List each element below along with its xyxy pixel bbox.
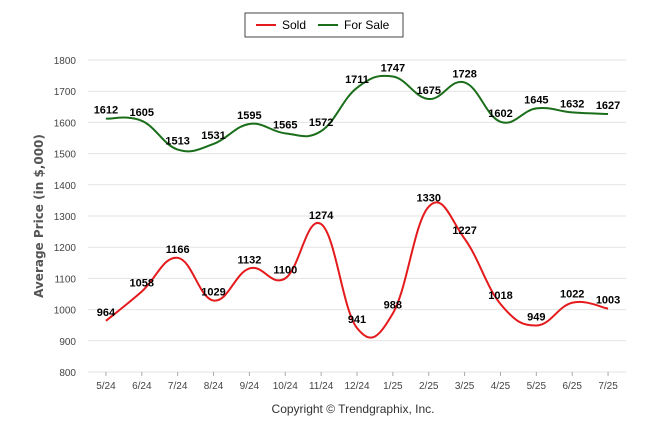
legend-label-for-sale: For Sale [344, 18, 390, 32]
data-label-for-sale: 1513 [165, 136, 189, 148]
y-axis-ticks: 800 900 1000 1100 1200 1300 1400 1500 1600 1700 18… [54, 56, 77, 379]
data-label-for-sale: 1645 [524, 94, 548, 106]
data-label-sold: 1274 [309, 210, 334, 222]
data-label-sold: 1018 [488, 290, 512, 302]
x-tick-label: 4/25 [491, 381, 511, 392]
data-label-sold: 988 [384, 299, 402, 311]
y-tick-label: 1700 [54, 87, 77, 98]
x-tick-label: 3/25 [455, 381, 475, 392]
y-axis-label: Average Price (in $,000) [32, 134, 46, 298]
y-tick-label: 1000 [54, 306, 77, 317]
x-tick-label: 5/24 [96, 381, 116, 392]
data-label-sold: 1166 [166, 244, 190, 256]
data-label-for-sale: 1565 [273, 119, 297, 131]
data-label-sold: 1100 [273, 264, 297, 276]
data-label-sold: 1003 [596, 295, 620, 307]
data-label-sold: 1022 [560, 289, 584, 301]
series-lines [105, 74, 609, 339]
x-tick-label: 2/25 [419, 381, 439, 392]
legend: Sold For Sale [244, 12, 404, 38]
data-label-sold: 941 [348, 314, 366, 326]
data-labels: 964 1058 1166 1029 1132 1100 1274 941 988 1330 122… [94, 63, 621, 326]
grid [88, 59, 626, 373]
series-line-sold [105, 201, 609, 339]
data-label-for-sale: 1711 [345, 74, 369, 86]
x-tick-label: 6/24 [132, 381, 152, 392]
x-tick-label: 7/24 [168, 381, 188, 392]
x-tick-label: 7/25 [598, 381, 618, 392]
y-tick-label: 1400 [54, 181, 77, 192]
y-tick-label: 1200 [54, 243, 77, 254]
data-label-sold: 1058 [130, 278, 154, 290]
y-tick-label: 1800 [54, 56, 77, 67]
data-label-for-sale: 1632 [560, 98, 584, 110]
data-label-sold: 1029 [201, 287, 225, 299]
data-label-for-sale: 1572 [309, 117, 333, 129]
data-label-for-sale: 1612 [94, 105, 118, 117]
y-tick-label: 1500 [54, 150, 77, 161]
x-tick-label: 6/25 [562, 381, 582, 392]
data-label-sold: 1227 [452, 225, 476, 237]
x-tick-label: 5/25 [527, 381, 547, 392]
y-tick-label: 800 [59, 368, 76, 379]
data-label-sold: 1330 [416, 193, 440, 205]
x-tick-label: 9/24 [240, 381, 260, 392]
data-label-sold: 949 [527, 312, 545, 324]
x-tick-label: 12/24 [344, 381, 369, 392]
data-label-for-sale: 1627 [596, 100, 620, 112]
data-label-for-sale: 1605 [130, 107, 154, 119]
copyright-text: Copyright © Trendgraphix, Inc. [272, 402, 435, 416]
data-label-for-sale: 1728 [452, 68, 476, 80]
legend-label-sold: Sold [282, 18, 306, 32]
x-tick-label: 1/25 [383, 381, 403, 392]
data-label-sold: 964 [97, 307, 116, 319]
data-label-for-sale: 1595 [237, 110, 261, 122]
x-tick-label: 11/24 [309, 381, 334, 392]
data-label-for-sale: 1675 [416, 85, 440, 97]
x-axis-ticks: 5/24 6/24 7/24 8/24 9/24 10/24 11/24 12/24 1/25 2… [96, 372, 618, 392]
y-tick-label: 1100 [54, 274, 76, 285]
data-label-sold: 1132 [237, 254, 261, 266]
data-label-for-sale: 1602 [488, 108, 512, 120]
x-tick-label: 8/24 [204, 381, 224, 392]
y-tick-label: 1600 [54, 118, 77, 129]
y-tick-label: 1300 [54, 212, 77, 223]
data-label-for-sale: 1747 [381, 63, 405, 75]
data-label-for-sale: 1531 [201, 130, 225, 142]
series-line-for-sale [105, 74, 609, 153]
x-tick-label: 10/24 [273, 381, 298, 392]
y-tick-label: 900 [59, 337, 76, 348]
